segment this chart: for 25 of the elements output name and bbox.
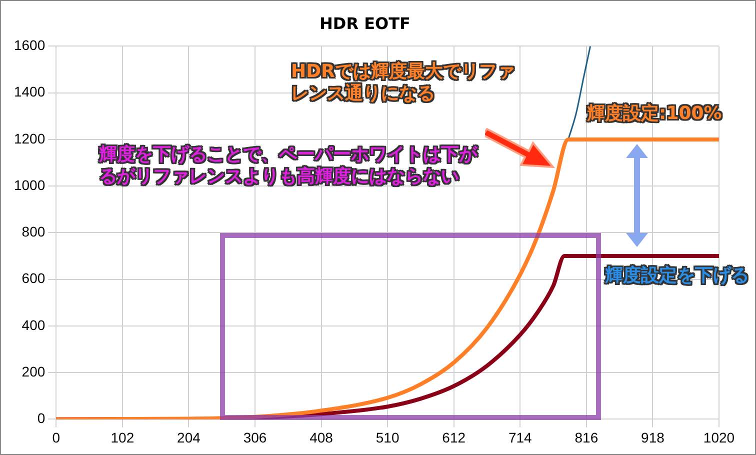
y-tick-label: 0 xyxy=(37,410,46,426)
chart-title: HDR EOTF xyxy=(320,14,410,33)
x-tick-label: 0 xyxy=(52,429,60,446)
y-tick-label: 1200 xyxy=(14,130,46,146)
annotation: 輝度を下げることで、ペーパーホワイトは下がるがリファレンスよりも高輝度にはならない xyxy=(99,144,479,188)
y-tick-label: 1600 xyxy=(14,37,46,54)
y-tick-label: 400 xyxy=(22,316,46,333)
x-tick-label: 714 xyxy=(508,429,532,446)
y-tick-label: 1000 xyxy=(14,176,46,193)
y-tick-label: 600 xyxy=(22,270,46,286)
x-tick-label: 918 xyxy=(641,429,665,446)
x-tick-label: 306 xyxy=(243,429,267,446)
x-tick-label: 510 xyxy=(376,429,400,446)
x-tick-label: 612 xyxy=(442,429,466,446)
annotation: 輝度設定を下げる xyxy=(605,265,750,287)
annotation: HDRでは輝度最大でリファレンス通りになる xyxy=(291,61,516,105)
x-tick-label: 816 xyxy=(574,429,598,446)
y-tick-label: 1400 xyxy=(14,84,46,100)
x-tick-label: 1020 xyxy=(703,429,735,446)
x-tick-label: 102 xyxy=(110,429,134,446)
x-tick-label: 204 xyxy=(177,429,201,446)
y-tick-label: 200 xyxy=(22,363,46,380)
y-tick-label: 800 xyxy=(22,224,46,240)
x-tick-label: 408 xyxy=(310,429,334,446)
annotation: 輝度設定:100% xyxy=(587,103,723,125)
